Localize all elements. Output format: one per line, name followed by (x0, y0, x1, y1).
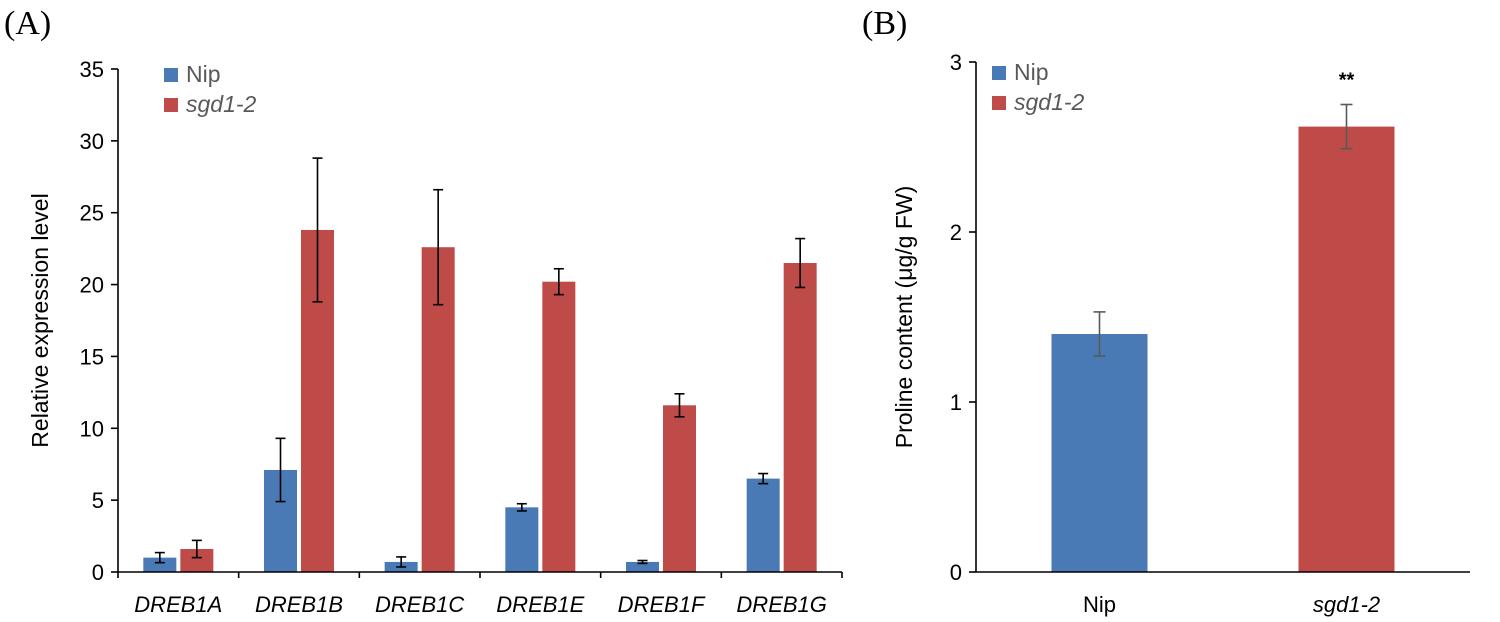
bar-sgd1-2 (1298, 126, 1395, 572)
legend-label-nip-b: Nip (1014, 59, 1049, 85)
significance-marker: ** (1339, 70, 1355, 92)
x-tick-label-dreb1a: DREB1A (134, 592, 222, 617)
legend-label-sgd-b: sgd1-2 (1014, 89, 1085, 115)
x-tick-label-sgd1-2: sgd1-2 (1313, 592, 1380, 617)
y-tick-label-a: 5 (92, 488, 104, 513)
x-tick-label-dreb1c: DREB1C (375, 592, 464, 617)
y-ticks-b: 0 1 2 3 (950, 50, 976, 585)
legend-swatch-sgd-b (992, 96, 1006, 110)
legend-swatch-sgd-a (164, 98, 178, 112)
bars-a (143, 157, 817, 572)
x-tick-label-dreb1e: DREB1E (496, 592, 584, 617)
y-tick-label-b: 0 (950, 560, 962, 585)
chart-b: (B) Proline content (μg/g FW) 0 1 2 3 ** Ni… (862, 5, 1470, 617)
y-tick-label-b: 3 (950, 50, 962, 75)
y-tick-label-a: 20 (80, 273, 104, 298)
y-tick-label-a: 0 (92, 560, 104, 585)
x-tick-label-dreb1b: DREB1B (255, 592, 343, 617)
axes-b (975, 62, 1470, 573)
bar-nip (1051, 334, 1148, 572)
y-tick-label-b: 1 (950, 390, 962, 415)
y-ticks-a: 0 5 10 15 20 25 30 35 (80, 57, 118, 585)
y-tick-label-a: 30 (80, 129, 104, 154)
y-tick-label-a: 35 (80, 57, 104, 82)
legend-label-nip-a: Nip (186, 61, 221, 87)
bar-nip-dreb1a (143, 557, 177, 572)
axes-a (117, 69, 843, 578)
panel-label-b: (B) (862, 5, 907, 42)
legend-b: Nip sgd1-2 (992, 59, 1085, 115)
bar-sgd1-2-dreb1e (542, 281, 576, 572)
x-ticks-b: Nip sgd1-2 (1083, 592, 1380, 617)
bar-sgd1-2-dreb1f (663, 405, 696, 572)
bar-nip-dreb1g (746, 478, 780, 572)
x-tick-label-dreb1f: DREB1F (618, 592, 706, 617)
legend-swatch-nip-b (992, 66, 1006, 80)
y-axis-label-b: Proline content (μg/g FW) (891, 186, 917, 449)
y-tick-label-b: 2 (950, 220, 962, 245)
bars-b: ** (1051, 70, 1395, 572)
x-tick-label-nip: Nip (1083, 592, 1116, 617)
legend-label-sgd-a: sgd1-2 (186, 91, 257, 117)
legend-a: Nip sgd1-2 (164, 61, 257, 117)
bar-nip-dreb1e (505, 507, 539, 572)
bar-sgd1-2-dreb1g (783, 263, 817, 572)
x-tick-label-dreb1g: DREB1G (736, 592, 826, 617)
x-ticks-a: DREB1A DREB1B DREB1C DREB1E DREB1F DREB1G (134, 592, 827, 617)
bar-nip-dreb1f (626, 561, 659, 572)
y-tick-label-a: 10 (80, 416, 104, 441)
y-tick-label-a: 25 (80, 201, 104, 226)
panel-label-a: (A) (4, 5, 51, 42)
y-axis-label-a: Relative expression level (27, 193, 53, 447)
bar-sgd1-2-dreb1a (180, 549, 214, 572)
y-tick-label-a: 15 (80, 344, 104, 369)
legend-swatch-nip-a (164, 68, 178, 82)
chart-a: (A) Relative expression level 0 5 10 15 20 25… (4, 5, 843, 617)
